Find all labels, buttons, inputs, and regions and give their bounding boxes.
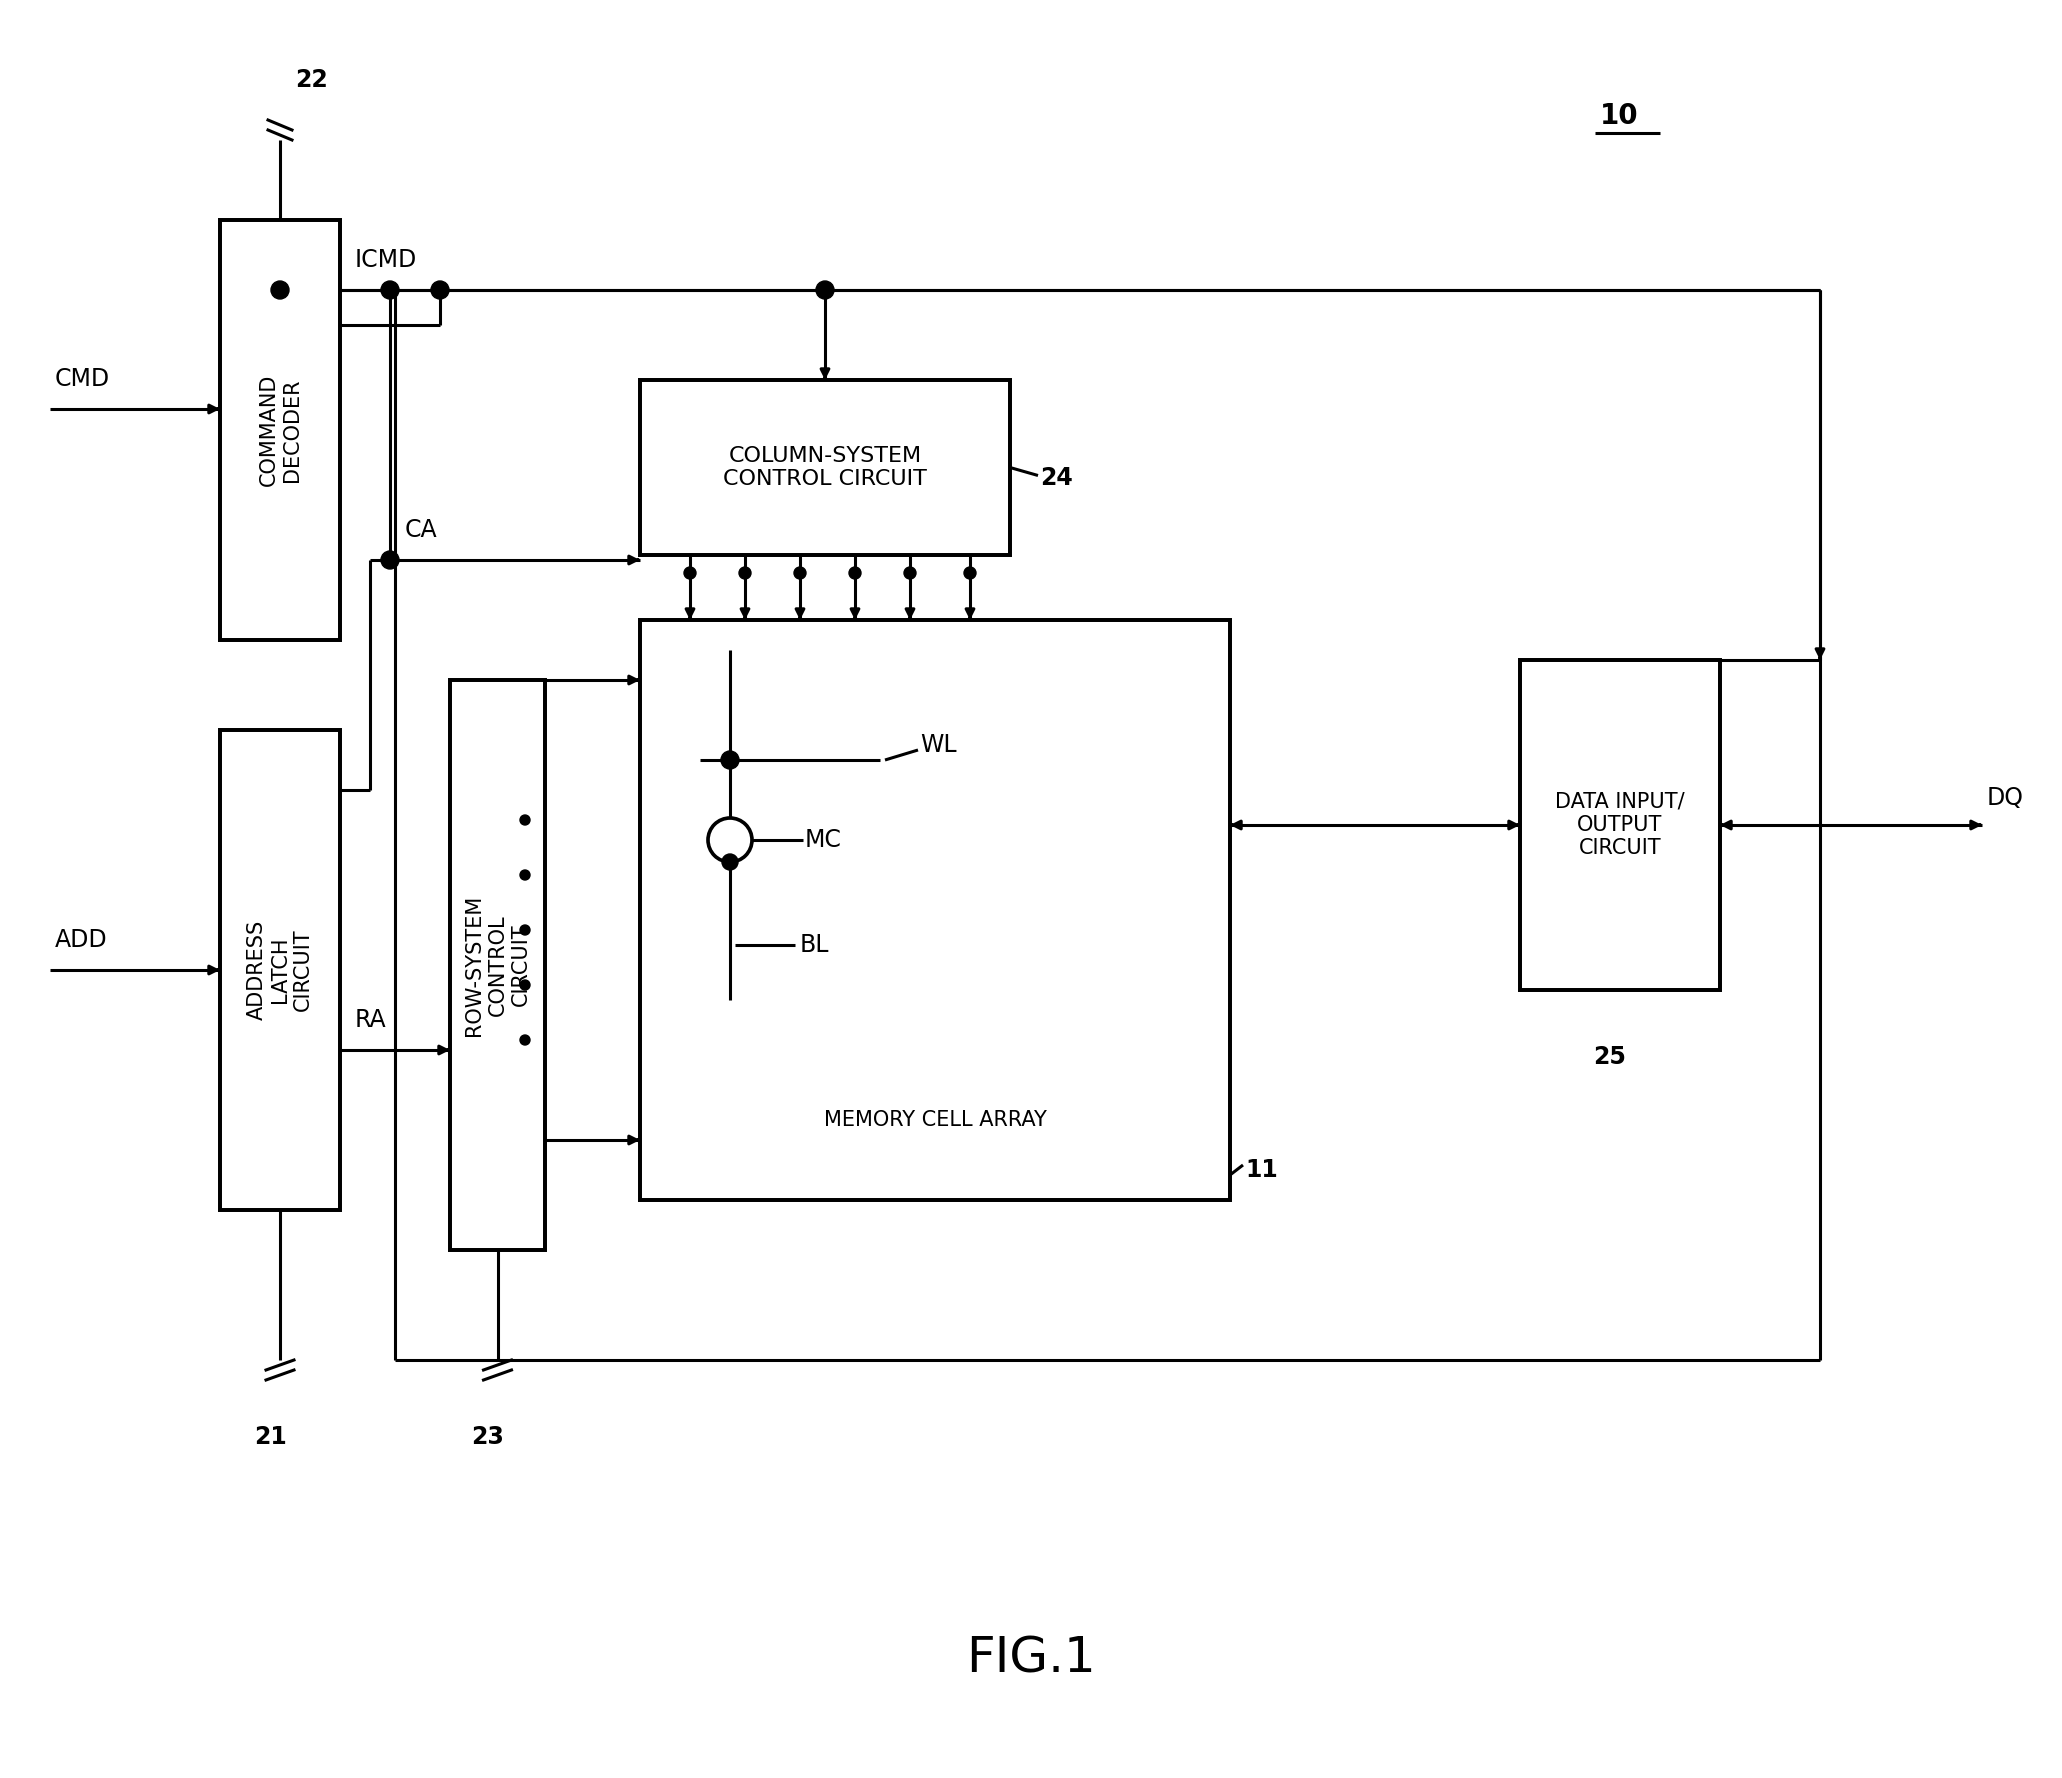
Circle shape [722, 750, 738, 770]
Text: MEMORY CELL ARRAY: MEMORY CELL ARRAY [823, 1109, 1045, 1131]
Text: RA: RA [355, 1008, 388, 1031]
Text: 23: 23 [470, 1424, 503, 1449]
Circle shape [794, 567, 806, 580]
Circle shape [520, 925, 530, 935]
Text: 11: 11 [1245, 1157, 1278, 1182]
Circle shape [381, 281, 400, 299]
Circle shape [270, 281, 289, 299]
Text: WL: WL [920, 733, 957, 757]
Bar [639, 621, 1231, 1200]
Circle shape [850, 567, 862, 580]
Circle shape [722, 853, 738, 869]
Bar [221, 220, 340, 640]
Text: DATA INPUT/
OUTPUT
CIRCUIT: DATA INPUT/ OUTPUT CIRCUIT [1555, 791, 1685, 859]
Circle shape [685, 567, 697, 580]
Bar [221, 731, 340, 1211]
Text: ADDRESS
LATCH
CIRCUIT: ADDRESS LATCH CIRCUIT [247, 919, 313, 1021]
Circle shape [817, 281, 833, 299]
Circle shape [520, 869, 530, 880]
Circle shape [965, 567, 975, 580]
Text: CA: CA [404, 517, 437, 542]
Text: 24: 24 [1039, 466, 1072, 489]
Text: 25: 25 [1594, 1045, 1627, 1069]
Circle shape [520, 814, 530, 825]
Text: BL: BL [800, 933, 829, 957]
Text: ADD: ADD [56, 928, 107, 951]
Bar [1520, 660, 1720, 990]
Circle shape [520, 1035, 530, 1045]
Text: 10: 10 [1600, 101, 1639, 130]
Bar [450, 679, 544, 1250]
Text: DQ: DQ [1988, 786, 2025, 811]
Circle shape [738, 567, 751, 580]
Circle shape [520, 980, 530, 990]
Text: COMMAND
DECODER: COMMAND DECODER [258, 373, 301, 485]
Circle shape [903, 567, 916, 580]
Circle shape [707, 818, 753, 862]
Text: MC: MC [804, 829, 841, 852]
Bar [639, 380, 1010, 555]
Text: FIG.1: FIG.1 [967, 1634, 1095, 1682]
Circle shape [381, 551, 400, 569]
Text: 21: 21 [254, 1424, 287, 1449]
Text: CMD: CMD [56, 366, 109, 391]
Text: 22: 22 [295, 68, 328, 92]
Circle shape [431, 281, 450, 299]
Text: ROW-SYSTEM
CONTROL
CIRCUIT: ROW-SYSTEM CONTROL CIRCUIT [464, 894, 530, 1035]
Text: ICMD: ICMD [355, 247, 417, 272]
Text: COLUMN-SYSTEM
CONTROL CIRCUIT: COLUMN-SYSTEM CONTROL CIRCUIT [724, 446, 928, 489]
